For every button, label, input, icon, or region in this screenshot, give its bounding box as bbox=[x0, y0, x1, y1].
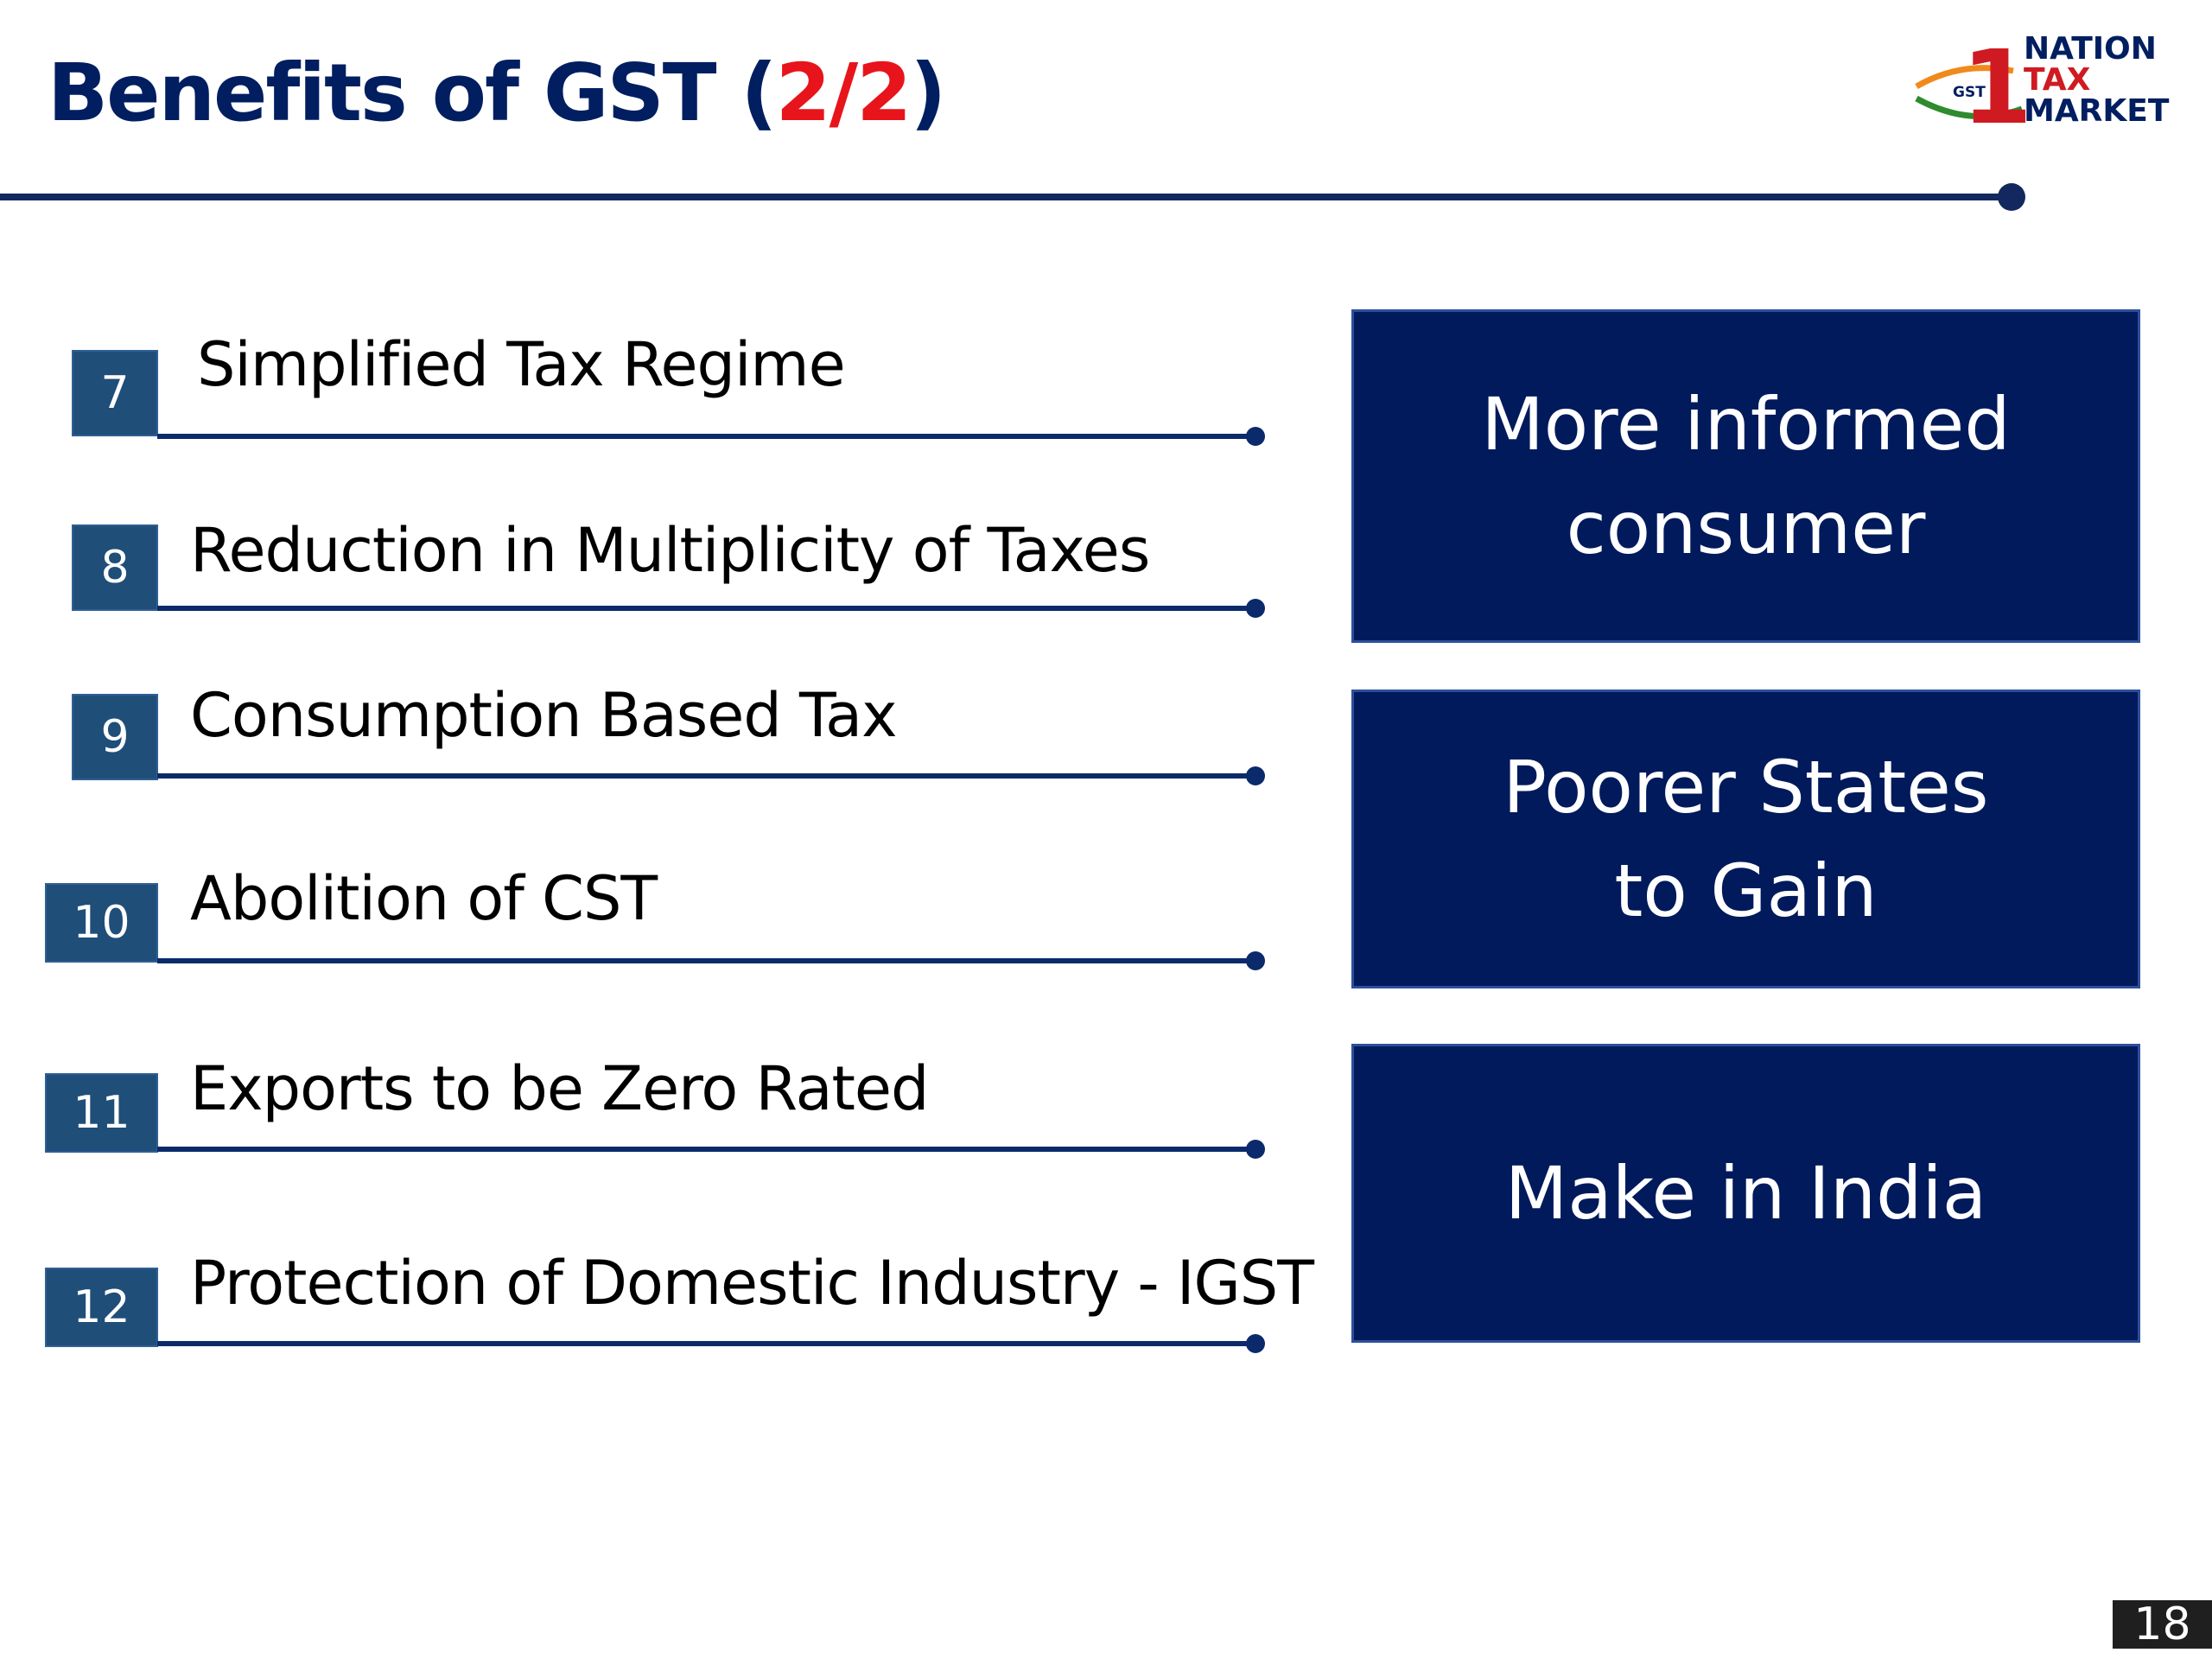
benefit-underline-dot bbox=[1246, 951, 1265, 970]
benefit-label: Protection of Domestic Industry - IGST bbox=[190, 1248, 1314, 1319]
title-divider-line bbox=[0, 194, 2005, 200]
benefit-number-badge: 8 bbox=[72, 524, 158, 611]
benefit-number-badge: 10 bbox=[45, 883, 158, 963]
benefit-label: Consumption Based Tax bbox=[190, 680, 897, 751]
page-number: 18 bbox=[2113, 1600, 2212, 1649]
logo-line-tax: TAX bbox=[2024, 62, 2091, 98]
panel-make-in-india: Make in India bbox=[1351, 1044, 2140, 1343]
panel-text: Poorer States to Gain bbox=[1503, 745, 1989, 933]
benefit-underline-dot bbox=[1246, 599, 1265, 618]
benefit-item-11: 11 Exports to be Zero Rated bbox=[0, 1037, 1348, 1175]
slide-title-close: ) bbox=[910, 47, 946, 139]
benefit-underline bbox=[157, 434, 1255, 439]
benefit-underline-dot bbox=[1246, 766, 1265, 785]
logo-badge-text: GST bbox=[1953, 84, 1986, 101]
slide-title: Benefits of GST (2/2) bbox=[48, 41, 946, 145]
benefit-number-badge: 7 bbox=[72, 350, 158, 436]
benefit-number-badge: 9 bbox=[72, 694, 158, 780]
benefit-number-badge: 11 bbox=[45, 1073, 158, 1153]
panel-more-informed-consumer: More informed consumer bbox=[1351, 309, 2140, 643]
benefit-underline bbox=[157, 606, 1255, 611]
logo-saffron-swoosh bbox=[1915, 65, 2014, 90]
benefit-item-10: 10 Abolition of CST bbox=[0, 847, 1348, 985]
benefit-item-9: 9 Consumption Based Tax bbox=[0, 670, 1348, 808]
panel-text: More informed consumer bbox=[1481, 382, 2011, 570]
panel-poorer-states-to-gain: Poorer States to Gain bbox=[1351, 690, 2140, 988]
slide-title-accent: 2/2 bbox=[775, 47, 912, 139]
benefit-item-8: 8 Reduction in Multiplicity of Taxes bbox=[0, 501, 1348, 639]
benefit-number-badge: 12 bbox=[45, 1268, 158, 1347]
benefit-label: Abolition of CST bbox=[190, 863, 658, 934]
logo-numeral: 1 bbox=[1961, 28, 2032, 138]
benefit-underline bbox=[157, 1147, 1255, 1152]
benefit-underline-dot bbox=[1246, 427, 1265, 446]
benefit-item-12: 12 Protection of Domestic Industry - IGS… bbox=[0, 1231, 1348, 1370]
benefit-underline bbox=[157, 1341, 1255, 1346]
benefit-underline-dot bbox=[1246, 1334, 1265, 1353]
benefit-item-7: 7 Simplified Tax Regime bbox=[0, 328, 1348, 467]
benefit-underline bbox=[157, 958, 1255, 963]
title-divider-end-dot bbox=[1998, 183, 2025, 211]
benefit-label: Exports to be Zero Rated bbox=[190, 1053, 929, 1124]
benefit-underline bbox=[157, 773, 1255, 779]
slide-title-main: Benefits of GST ( bbox=[48, 47, 778, 139]
logo-line-market: MARKET bbox=[2024, 93, 2170, 129]
logo-green-swoosh bbox=[1915, 95, 2024, 120]
one-nation-tax-market-logo: GST 1 NATION TAX MARKET bbox=[1915, 28, 2170, 138]
logo-line-nation: NATION bbox=[2024, 31, 2157, 67]
panel-text: Make in India bbox=[1504, 1151, 1987, 1236]
benefit-underline-dot bbox=[1246, 1140, 1265, 1159]
benefit-label: Simplified Tax Regime bbox=[197, 329, 846, 400]
benefit-label: Reduction in Multiplicity of Taxes bbox=[190, 515, 1150, 586]
